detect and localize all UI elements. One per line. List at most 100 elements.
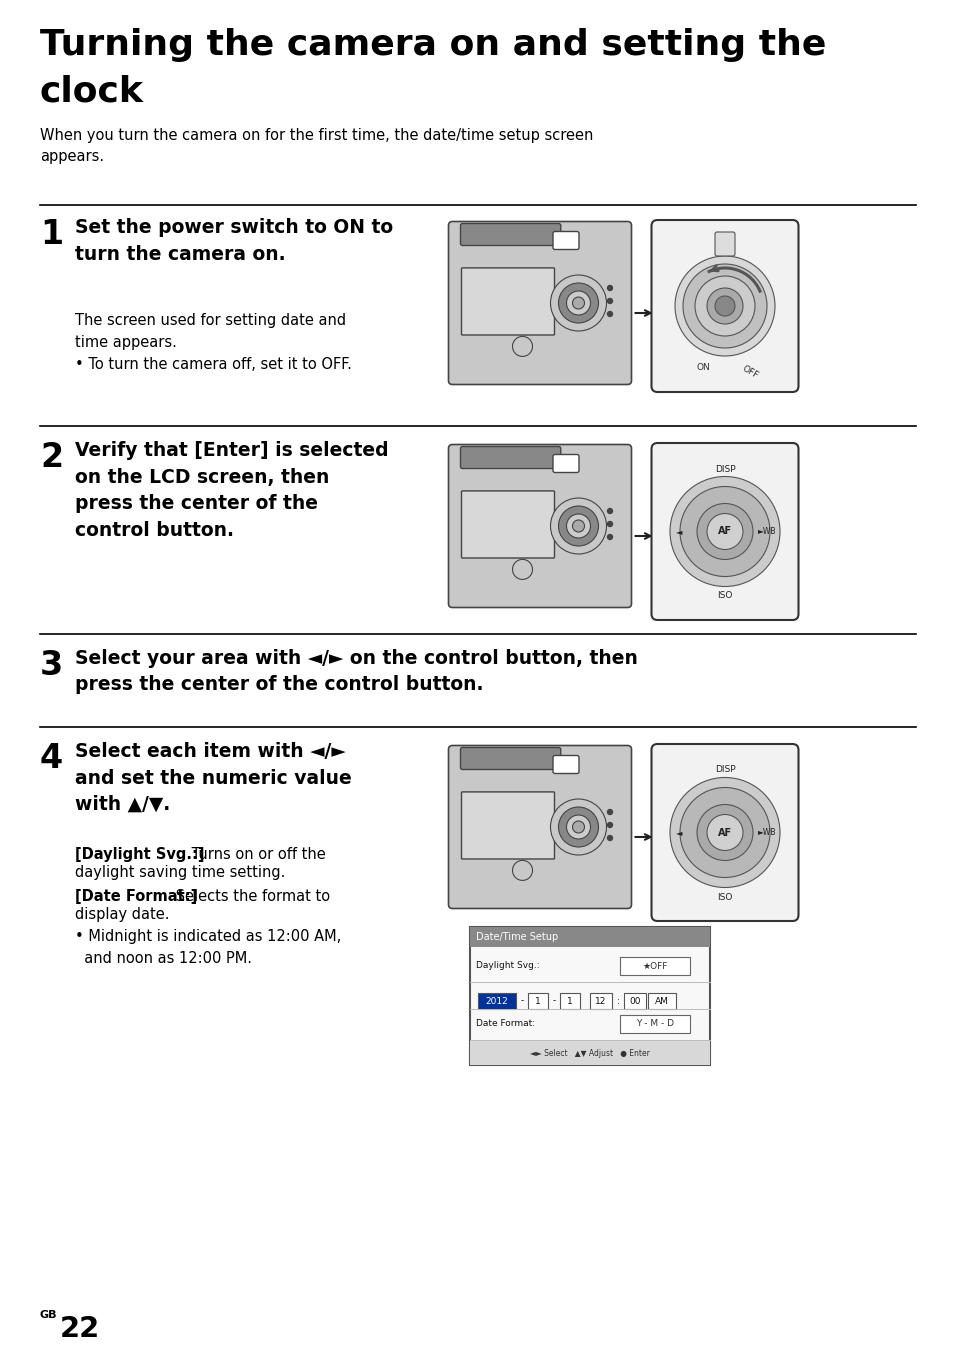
Ellipse shape: [706, 288, 742, 324]
Ellipse shape: [572, 820, 584, 833]
Ellipse shape: [550, 498, 606, 554]
Text: display date.: display date.: [75, 907, 170, 923]
Ellipse shape: [572, 521, 584, 533]
Circle shape: [607, 534, 612, 539]
Text: Turning the camera on and setting the: Turning the camera on and setting the: [40, 28, 825, 62]
Ellipse shape: [550, 274, 606, 331]
FancyBboxPatch shape: [714, 231, 734, 256]
Circle shape: [512, 560, 532, 580]
Bar: [477, 993, 516, 1009]
Text: AM: AM: [655, 997, 668, 1006]
Ellipse shape: [669, 476, 780, 586]
FancyBboxPatch shape: [461, 491, 554, 558]
Bar: [589, 993, 612, 1009]
Text: ★OFF: ★OFF: [641, 962, 667, 971]
Text: ►WB: ►WB: [757, 527, 776, 537]
FancyBboxPatch shape: [460, 223, 560, 246]
Ellipse shape: [697, 503, 752, 560]
Ellipse shape: [679, 487, 769, 577]
Text: 12: 12: [595, 997, 606, 1006]
Circle shape: [512, 861, 532, 881]
Text: Date/Time Setup: Date/Time Setup: [476, 932, 558, 941]
FancyBboxPatch shape: [651, 221, 798, 391]
Circle shape: [607, 299, 612, 304]
Text: Turns on or off the: Turns on or off the: [187, 847, 325, 862]
FancyBboxPatch shape: [553, 231, 578, 250]
Bar: [470, 927, 709, 947]
Text: Verify that [Enter] is selected
on the LCD screen, then
press the center of the
: Verify that [Enter] is selected on the L…: [75, 441, 388, 539]
Text: ◄: ◄: [675, 829, 681, 837]
Ellipse shape: [714, 296, 734, 316]
Ellipse shape: [706, 815, 742, 850]
FancyBboxPatch shape: [470, 927, 709, 1065]
Bar: [470, 1041, 709, 1065]
FancyBboxPatch shape: [651, 443, 798, 620]
FancyBboxPatch shape: [448, 222, 631, 385]
Text: 2012: 2012: [485, 997, 508, 1006]
Text: GB: GB: [40, 1310, 57, 1319]
Circle shape: [607, 522, 612, 526]
Ellipse shape: [550, 799, 606, 855]
Ellipse shape: [669, 777, 780, 888]
Text: DISP: DISP: [714, 765, 735, 775]
Text: Y - M - D: Y - M - D: [636, 1020, 673, 1029]
Text: ►WB: ►WB: [757, 829, 776, 837]
Circle shape: [607, 823, 612, 827]
Text: [Daylight Svg.:]: [Daylight Svg.:]: [75, 847, 204, 862]
FancyBboxPatch shape: [448, 745, 631, 908]
Text: DISP: DISP: [714, 464, 735, 473]
Text: When you turn the camera on for the first time, the date/time setup screen
appea: When you turn the camera on for the firs…: [40, 128, 593, 164]
FancyBboxPatch shape: [448, 444, 631, 608]
Text: 00: 00: [629, 997, 640, 1006]
Circle shape: [607, 810, 612, 815]
Ellipse shape: [566, 815, 590, 839]
Text: -: -: [519, 997, 523, 1006]
Text: daylight saving time setting.: daylight saving time setting.: [75, 865, 285, 880]
Circle shape: [607, 285, 612, 291]
Text: ◄► Select   ▲▼ Adjust   ● Enter: ◄► Select ▲▼ Adjust ● Enter: [530, 1049, 649, 1057]
Text: :: :: [616, 997, 618, 1006]
Text: OFF: OFF: [740, 363, 759, 381]
Text: 22: 22: [60, 1315, 100, 1344]
Text: ISO: ISO: [717, 592, 732, 600]
FancyBboxPatch shape: [461, 268, 554, 335]
Text: Set the power switch to ON to
turn the camera on.: Set the power switch to ON to turn the c…: [75, 218, 393, 264]
Bar: [619, 1015, 689, 1033]
Bar: [527, 993, 547, 1009]
Text: 1: 1: [566, 997, 572, 1006]
Text: ISO: ISO: [717, 893, 732, 901]
FancyBboxPatch shape: [651, 744, 798, 921]
Text: 2: 2: [40, 441, 63, 473]
Bar: [623, 993, 645, 1009]
Ellipse shape: [675, 256, 774, 356]
Ellipse shape: [697, 804, 752, 861]
Ellipse shape: [572, 297, 584, 309]
FancyBboxPatch shape: [460, 447, 560, 468]
Circle shape: [607, 835, 612, 841]
FancyBboxPatch shape: [553, 756, 578, 773]
Ellipse shape: [566, 291, 590, 315]
FancyBboxPatch shape: [460, 748, 560, 769]
Bar: [559, 993, 579, 1009]
Ellipse shape: [695, 276, 754, 336]
Text: Date Format:: Date Format:: [476, 1018, 535, 1028]
Ellipse shape: [682, 264, 766, 348]
Text: The screen used for setting date and
time appears.
• To turn the camera off, set: The screen used for setting date and tim…: [75, 313, 352, 373]
Text: AF: AF: [718, 526, 731, 537]
Text: -: -: [552, 997, 555, 1006]
Ellipse shape: [706, 514, 742, 550]
Text: Select each item with ◄/►
and set the numeric value
with ▲/▼.: Select each item with ◄/► and set the nu…: [75, 742, 352, 814]
Bar: [647, 993, 676, 1009]
Circle shape: [607, 508, 612, 514]
Text: [Date Format:]: [Date Format:]: [75, 889, 197, 904]
Text: Select your area with ◄/► on the control button, then
press the center of the co: Select your area with ◄/► on the control…: [75, 650, 638, 694]
Ellipse shape: [566, 514, 590, 538]
FancyBboxPatch shape: [553, 455, 578, 472]
Text: Selects the format to: Selects the format to: [171, 889, 330, 904]
Ellipse shape: [679, 788, 769, 877]
Text: 3: 3: [40, 650, 63, 682]
Text: Daylight Svg.:: Daylight Svg.:: [476, 960, 539, 970]
Text: 4: 4: [40, 742, 63, 775]
Text: 1: 1: [40, 218, 63, 252]
FancyBboxPatch shape: [461, 792, 554, 859]
